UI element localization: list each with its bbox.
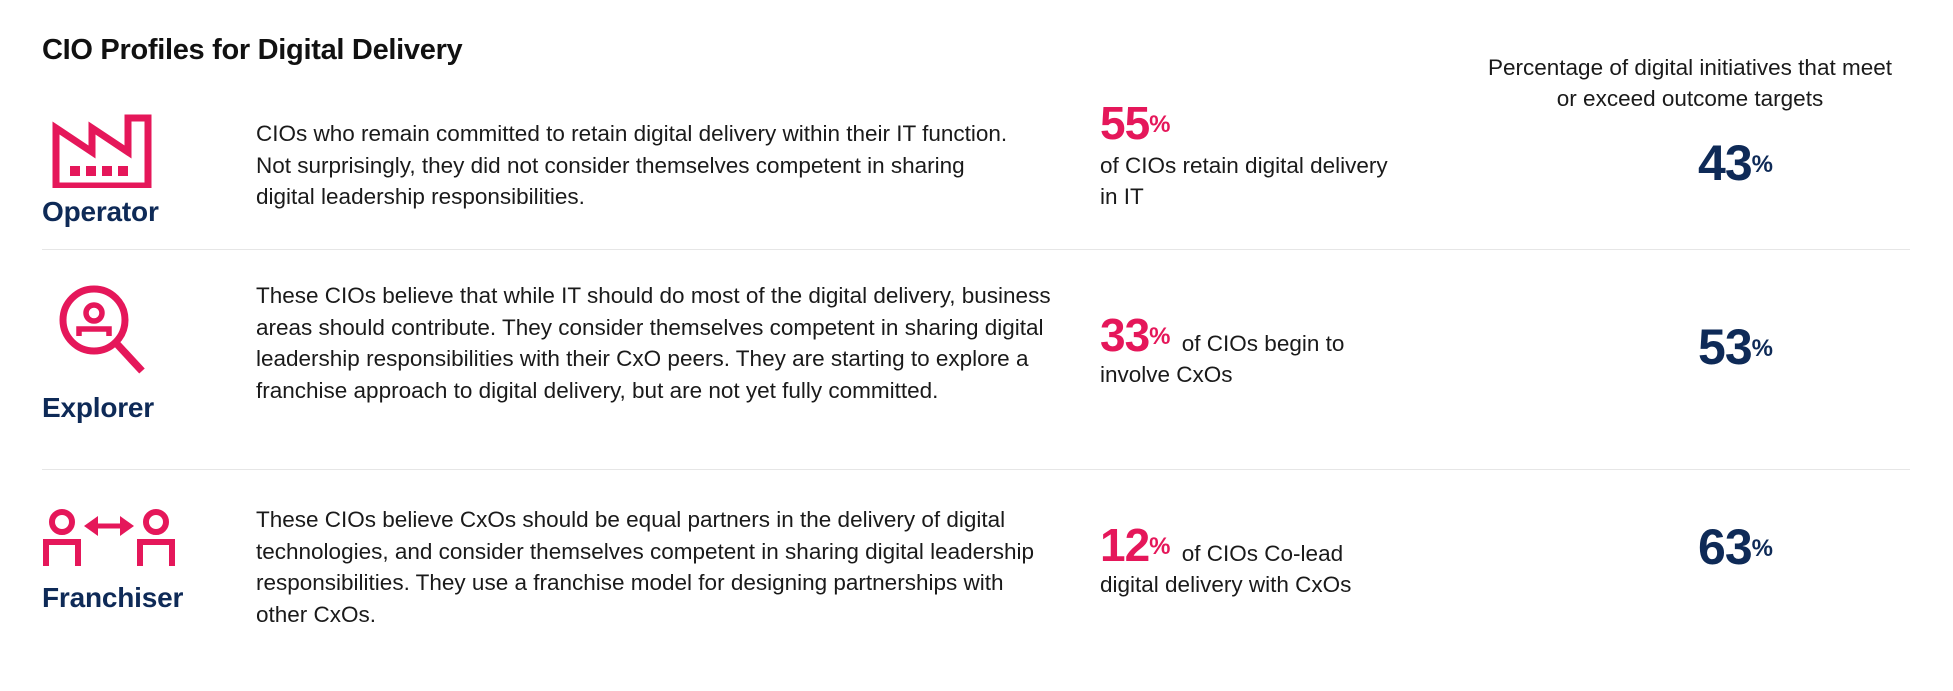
stat-percentage: 55%: [1100, 97, 1171, 149]
profile-name: Franchiser: [42, 582, 184, 613]
stat-block: 33% of CIOs begin to involve CxOs: [1100, 312, 1370, 390]
column-header: Percentage of digital initiatives that m…: [1488, 55, 1892, 111]
profile-row-operator: Operator CIOs who remain committed to re…: [42, 100, 1910, 250]
profile-description: These CIOs believe that while IT should …: [256, 283, 1051, 403]
stat-text: of CIOs Co-lead digital delivery with Cx…: [1100, 541, 1352, 597]
profile-name: Operator: [42, 196, 159, 227]
outcome-metric: 63%: [1698, 519, 1773, 575]
stat-text: of CIOs retain digital delivery in IT: [1100, 153, 1388, 209]
person-search-icon: [56, 282, 146, 376]
profile-description: These CIOs believe CxOs should be equal …: [256, 507, 1034, 627]
outcome-metric: 53%: [1698, 319, 1773, 375]
factory-icon: [52, 112, 152, 188]
page-title: CIO Profiles for Digital Delivery: [42, 34, 463, 66]
stat-text: of CIOs begin to involve CxOs: [1100, 331, 1345, 387]
row-divider: [42, 469, 1910, 470]
stat-block: 55% of CIOs retain digital delivery in I…: [1100, 100, 1400, 212]
profile-name: Explorer: [42, 392, 154, 423]
row-divider: [42, 249, 1910, 250]
people-exchange-icon: [42, 508, 176, 570]
profile-row-explorer: Explorer These CIOs believe that while I…: [42, 270, 1910, 470]
stat-percentage: 12%: [1100, 519, 1171, 571]
profile-description: CIOs who remain committed to retain digi…: [256, 121, 1008, 209]
stat-block: 12% of CIOs Co-lead digital delivery wit…: [1100, 522, 1400, 600]
profile-row-franchiser: Franchiser These CIOs believe CxOs shoul…: [42, 490, 1910, 670]
stat-percentage: 33%: [1100, 309, 1171, 361]
outcome-metric: 43%: [1698, 135, 1773, 191]
